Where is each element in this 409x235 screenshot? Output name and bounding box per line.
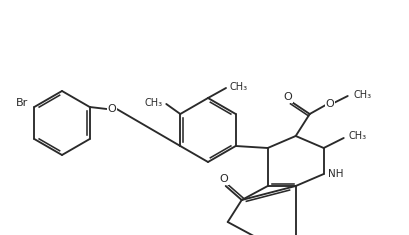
Text: O: O [283,92,292,102]
Text: CH₃: CH₃ [144,98,162,108]
Text: O: O [325,99,334,109]
Text: CH₃: CH₃ [349,131,367,141]
Text: CH₃: CH₃ [230,82,248,92]
Text: O: O [219,174,228,184]
Text: O: O [107,104,116,114]
Text: NH: NH [328,169,344,179]
Text: CH₃: CH₃ [354,90,372,100]
Text: Br: Br [16,98,28,108]
